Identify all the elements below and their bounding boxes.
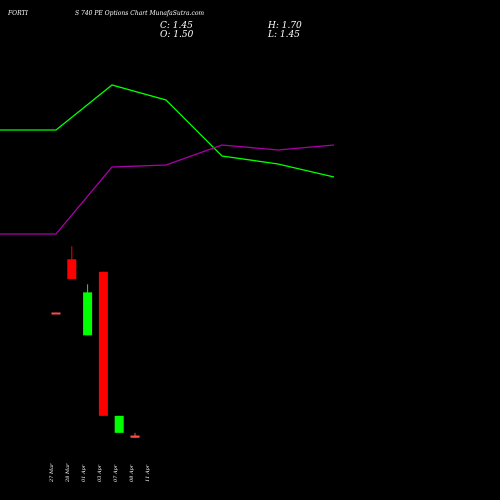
open-value: O: 1.50 (160, 30, 194, 40)
indicator-lines (0, 84, 335, 235)
chart-subtitle: S 740 PE Options Chart MunafaSutra.com (75, 10, 204, 17)
close-value: C: 1.45 (160, 21, 193, 31)
candle-body (83, 292, 93, 336)
candle-01-apr (83, 284, 93, 336)
x-tick-label: 07 Apr (113, 464, 119, 482)
high-value: H: 1.70 (267, 21, 302, 31)
x-tick-label: 11 Apr (145, 464, 151, 482)
indicator-line-1 (0, 84, 335, 178)
candle-28-mar (67, 246, 77, 279)
candle-body (98, 271, 108, 416)
x-tick-label: 01 Apr (81, 464, 87, 482)
candles (51, 246, 140, 438)
candle-07-apr (114, 415, 124, 433)
x-tick-label: 27 Mar (49, 463, 55, 483)
x-tick-label: 28 Mar (65, 463, 71, 483)
x-axis-ticks: 27 Mar 28 Mar 01 Apr 03 Apr 07 Apr 08 Apr 11 A… (49, 463, 151, 483)
candle-body (51, 312, 61, 315)
candle-03-apr (98, 271, 108, 416)
candle-27-mar (51, 312, 61, 315)
indicator-line-2 (0, 144, 335, 235)
candle-body (114, 415, 124, 433)
candle-08-apr (130, 432, 140, 438)
candle-body (130, 435, 140, 438)
low-value: L: 1.45 (267, 30, 300, 40)
candle-body (67, 259, 77, 279)
x-tick-label: 08 Apr (129, 464, 135, 482)
chart-symbol: FORTI (7, 10, 28, 17)
x-tick-label: 03 Apr (97, 464, 103, 482)
